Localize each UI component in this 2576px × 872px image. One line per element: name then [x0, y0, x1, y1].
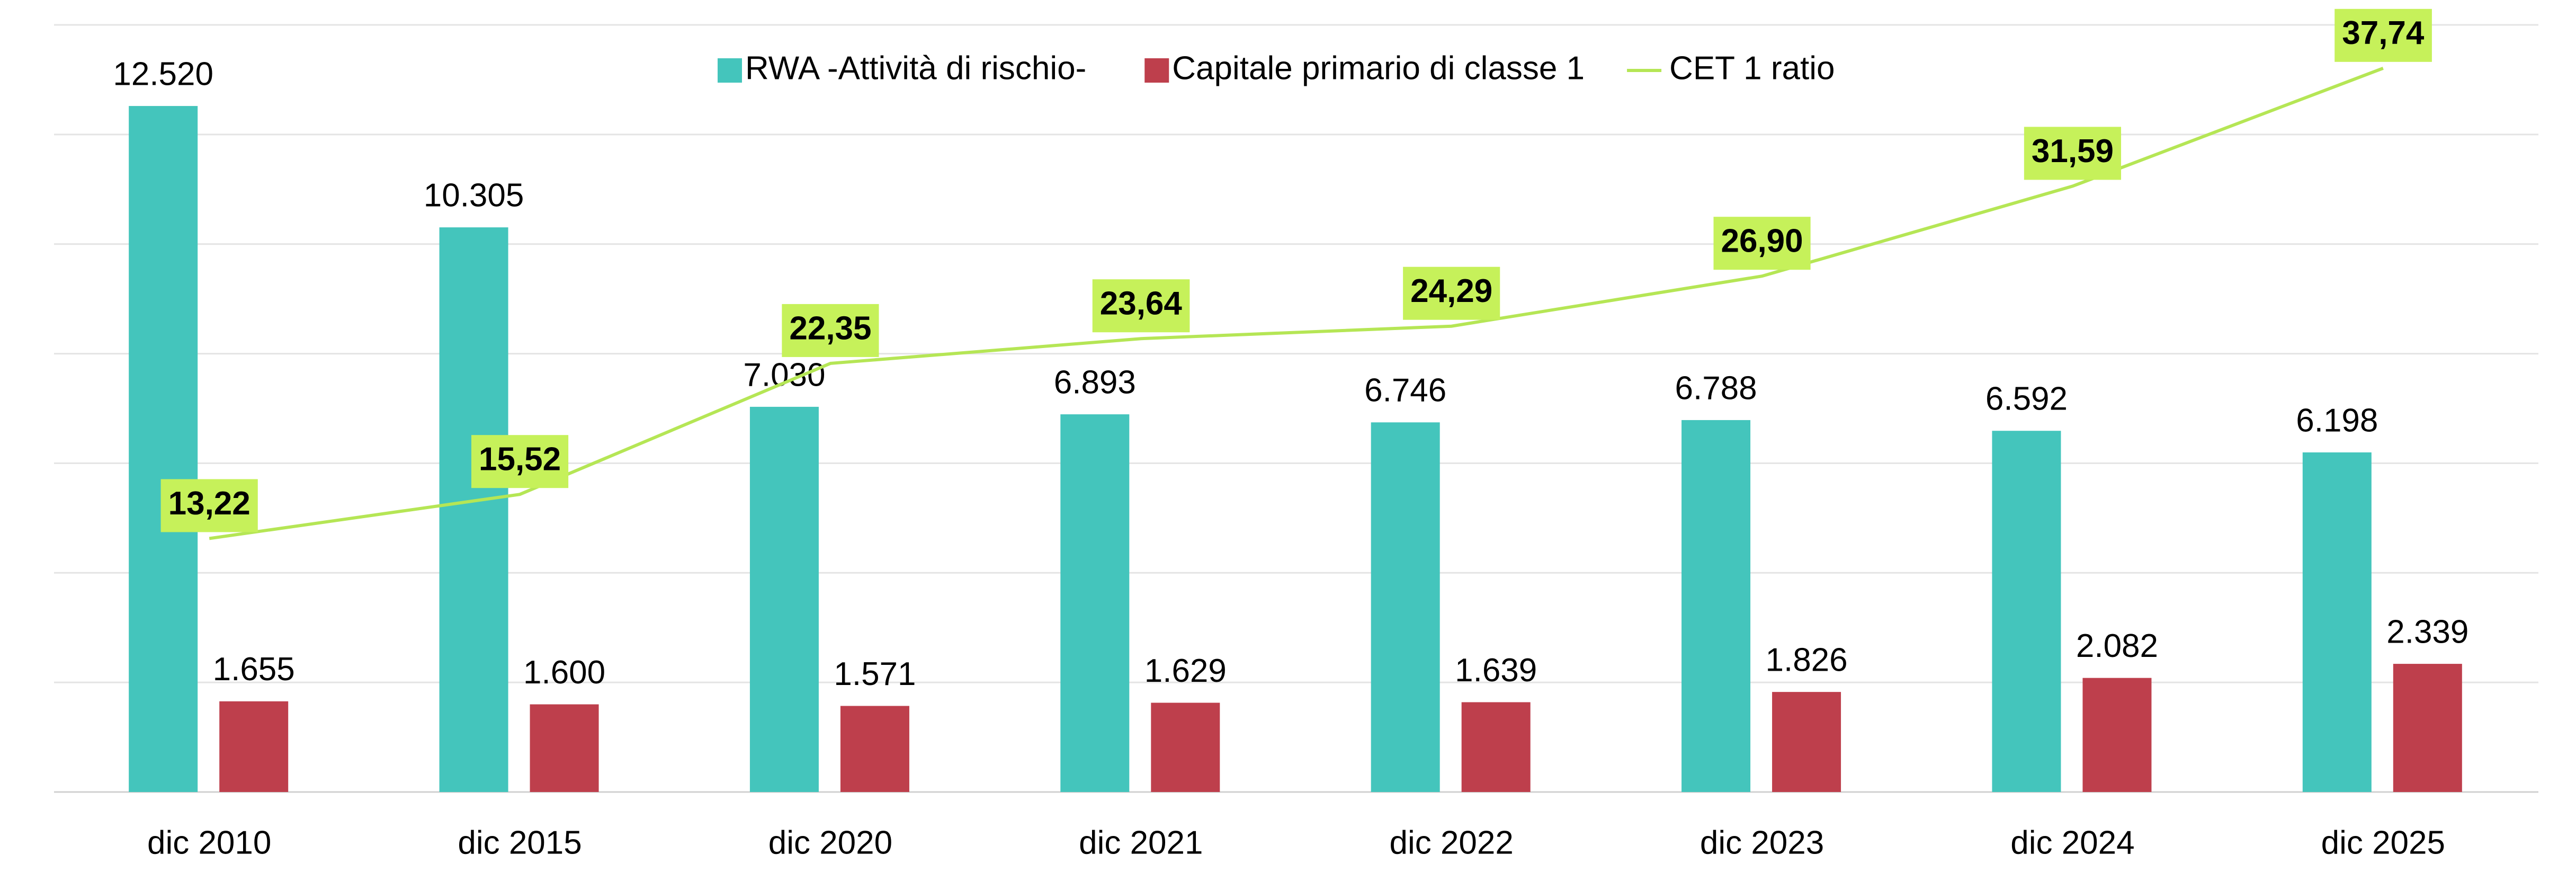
line-label-group: 31,59 [2024, 127, 2122, 180]
line-data-label: 15,52 [479, 441, 561, 478]
x-tick-label: dic 2023 [1700, 824, 1824, 861]
line-data-label: 31,59 [2032, 133, 2114, 170]
line-label-group: 13,22 [160, 479, 258, 532]
bar [1371, 422, 1440, 792]
x-tick-label: dic 2010 [147, 824, 271, 861]
legend-label: Capitale primario di classe 1 [1172, 50, 1585, 86]
data-label: 1.571 [834, 656, 916, 692]
bar [1681, 420, 1751, 792]
legend-swatch [718, 58, 742, 83]
label-box [1403, 266, 1500, 320]
data-label: 1.629 [1144, 653, 1227, 689]
legend-swatch [1144, 58, 1169, 83]
data-label: 2.339 [2386, 613, 2468, 650]
line-data-label: 37,74 [2342, 15, 2425, 51]
bar [2302, 452, 2372, 792]
data-label: 1.826 [1765, 642, 1847, 679]
x-tick-label: dic 2022 [1389, 824, 1513, 861]
line-data-label: 22,35 [789, 310, 871, 346]
bar [129, 106, 198, 793]
bar [2082, 678, 2152, 792]
label-box [471, 435, 569, 488]
data-label: 10.305 [424, 177, 524, 214]
line-label-group: 26,90 [1713, 217, 1811, 270]
bar [1992, 431, 2061, 792]
label-box [1092, 279, 1190, 333]
bar [530, 704, 599, 792]
label-box [782, 304, 879, 357]
data-label: 6.893 [1054, 364, 1136, 401]
label-box [1713, 217, 1811, 270]
label-box [160, 479, 258, 532]
line-data-label: 26,90 [1721, 223, 1803, 260]
line-label-group: 15,52 [471, 435, 569, 488]
data-label: 1.639 [1455, 652, 1537, 689]
line-label-group: 24,29 [1403, 266, 1500, 320]
bar [1461, 702, 1531, 792]
x-tick-label: dic 2024 [2010, 824, 2134, 861]
bar [749, 406, 819, 792]
bar [1772, 692, 1841, 792]
data-label: 6.198 [2296, 402, 2378, 439]
data-label: 2.082 [2076, 628, 2158, 664]
legend-label: RWA -Attività di rischio- [745, 50, 1086, 86]
line [209, 67, 2384, 540]
bar [840, 706, 909, 792]
line-label-group: 22,35 [782, 304, 879, 357]
bar [1151, 702, 1220, 792]
bar [2393, 664, 2462, 792]
line-data-label: 24,29 [1410, 273, 1492, 309]
x-tick-label: dic 2020 [768, 824, 892, 861]
line-data-label: 23,64 [1100, 286, 1183, 322]
legend-label: CET 1 ratio [1669, 50, 1835, 86]
label-box [2024, 127, 2122, 180]
data-label: 1.600 [523, 654, 605, 691]
data-label: 7.030 [743, 357, 825, 393]
bar [1060, 414, 1130, 792]
x-tick-label: dic 2025 [2321, 824, 2445, 861]
data-label: 6.746 [1364, 372, 1446, 409]
line-data-label: 13,22 [168, 485, 251, 522]
data-label: 12.520 [113, 56, 213, 92]
data-label: 6.788 [1675, 370, 1757, 406]
x-tick-label: dic 2015 [458, 824, 582, 861]
label-box [2334, 8, 2432, 62]
line-label-group: 23,64 [1092, 279, 1190, 333]
x-tick-label: dic 2021 [1079, 824, 1203, 861]
bar [439, 227, 508, 792]
bar [219, 701, 289, 792]
data-label: 1.655 [213, 651, 295, 688]
line-label-group: 37,74 [2334, 8, 2432, 62]
data-label: 6.592 [1985, 381, 2068, 417]
